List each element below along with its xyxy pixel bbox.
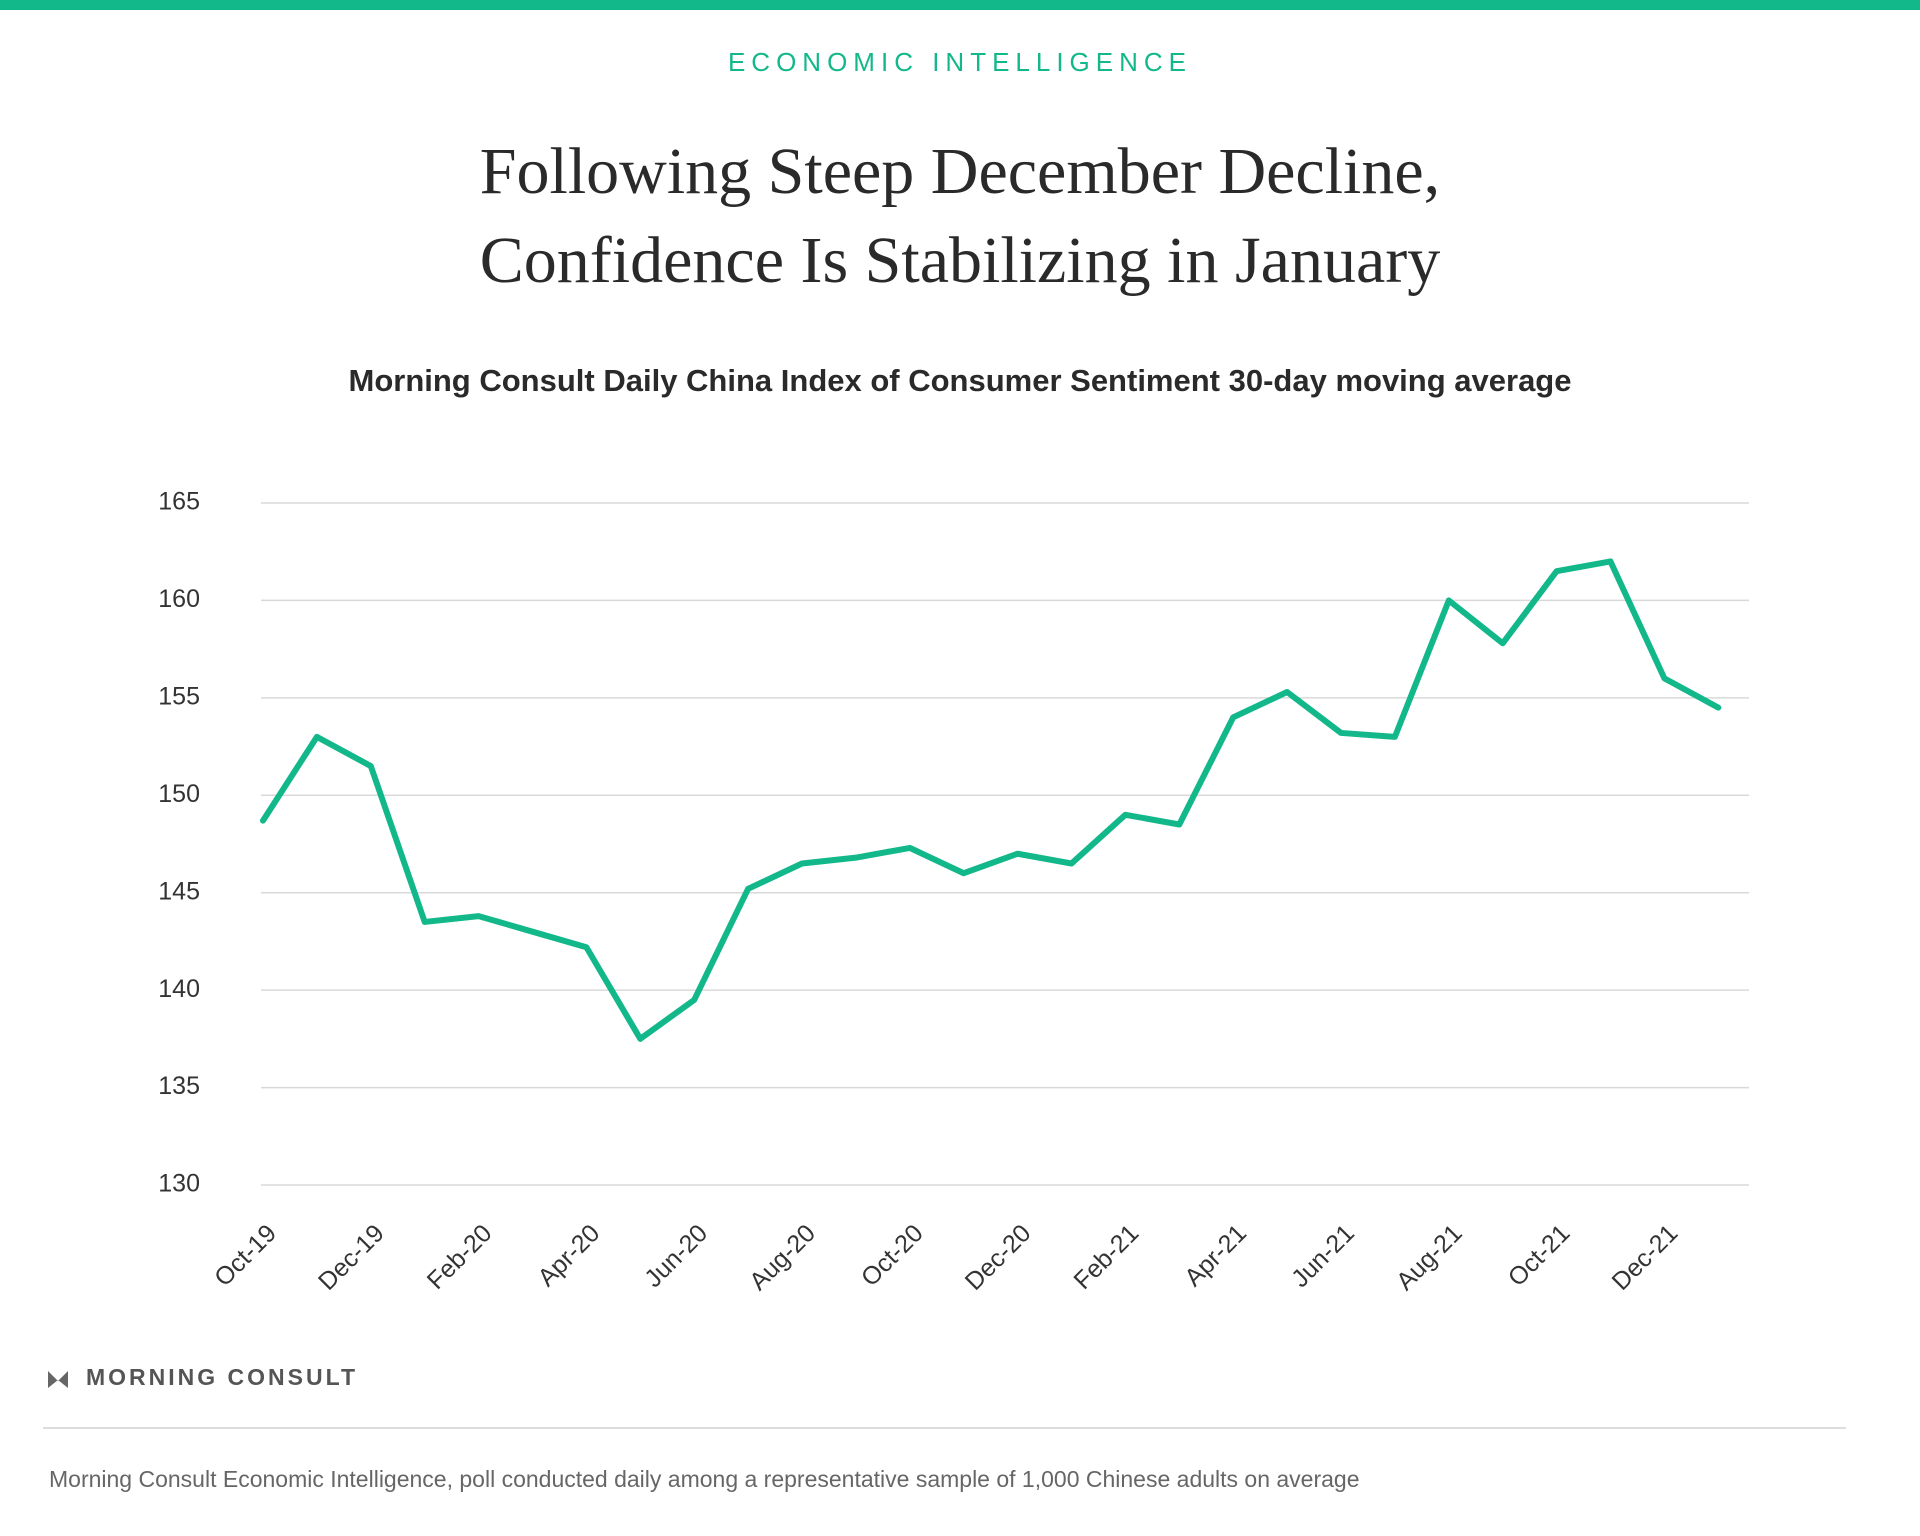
brand-logo <box>48 1371 68 1388</box>
x-tick-label: Oct-19 <box>209 1219 282 1292</box>
y-tick-label: 160 <box>158 585 200 613</box>
y-tick-label: 150 <box>158 780 200 808</box>
header: ECONOMIC INTELLIGENCE <box>728 47 1192 77</box>
top-bar <box>0 0 1920 10</box>
y-tick-label: 165 <box>158 488 200 516</box>
chart-subtitle: Morning Consult Daily China Index of Con… <box>349 363 1572 398</box>
x-tick-label: Jun-20 <box>639 1219 713 1293</box>
x-tick-label: Oct-21 <box>1503 1219 1576 1292</box>
y-tick-label: 145 <box>158 877 200 905</box>
y-tick-label: 135 <box>158 1072 200 1100</box>
line <box>260 558 1722 1042</box>
chart-title: Confidence Is Stabilizing in January <box>480 224 1440 297</box>
y-tick-label: 155 <box>158 682 200 710</box>
x-tick-label: Dec-20 <box>960 1219 1037 1296</box>
y-tick-label: 130 <box>158 1170 200 1198</box>
x-tick-label: Feb-21 <box>1069 1219 1145 1295</box>
x-tick-label: Apr-20 <box>532 1219 605 1292</box>
footnote: Morning Consult Economic Intelligence, p… <box>49 1466 1360 1492</box>
brand: MORNING CONSULT <box>86 1364 358 1390</box>
x-tick-label: Dec-21 <box>1607 1219 1684 1296</box>
x-tick-label: Jun-21 <box>1286 1219 1360 1293</box>
x-tick-label: Feb-20 <box>422 1219 498 1295</box>
x-tick-label: Oct-20 <box>856 1219 929 1292</box>
y-tick-label: 140 <box>158 975 200 1003</box>
chart-title: Following Steep December Decline, <box>480 135 1440 208</box>
x-tick-label: Aug-21 <box>1391 1219 1468 1296</box>
x-tick-label: Dec-19 <box>313 1219 390 1296</box>
x-tick-label: Apr-21 <box>1179 1219 1252 1292</box>
x-tick-label: Aug-20 <box>744 1219 821 1296</box>
